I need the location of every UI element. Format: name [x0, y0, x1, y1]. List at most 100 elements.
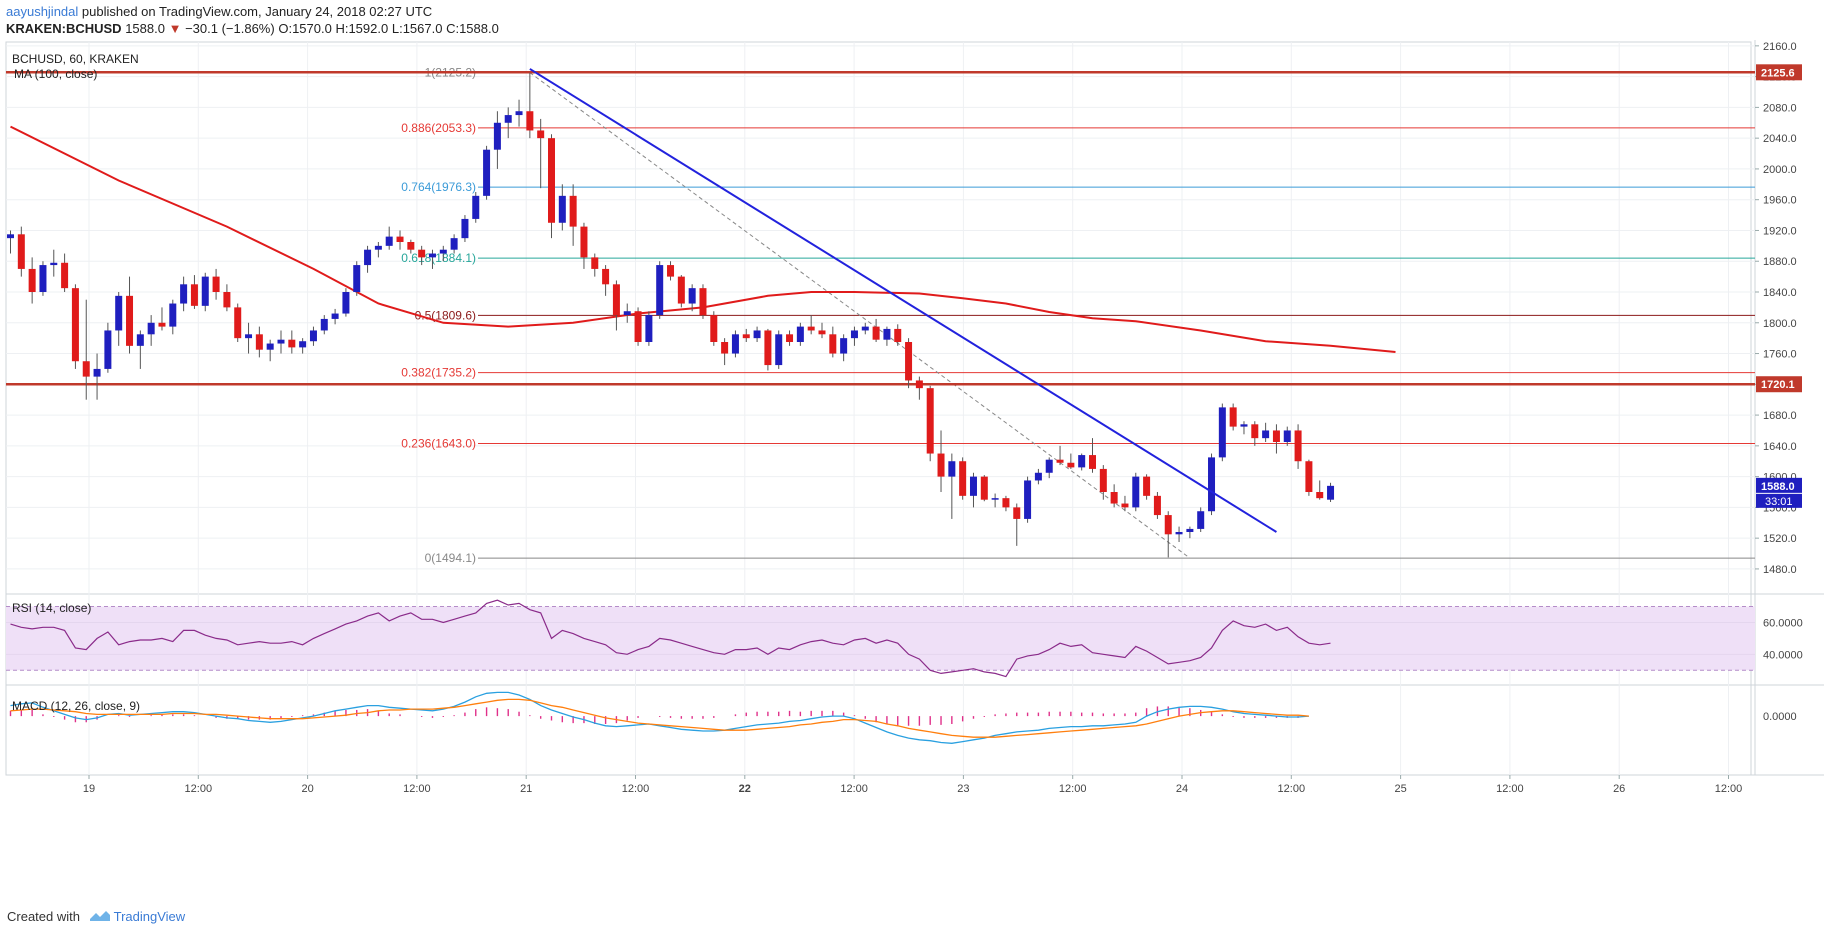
- fib-level-label: 0.886(2053.3): [401, 121, 476, 135]
- candle-body: [667, 265, 675, 277]
- candle-body: [591, 257, 599, 269]
- candle: [234, 303, 242, 342]
- candle: [558, 184, 566, 231]
- candle-body: [656, 265, 664, 316]
- candle-body: [1045, 459, 1053, 473]
- y-tick-label: 1840.0: [1763, 287, 1797, 299]
- candle-body: [840, 338, 848, 354]
- candle: [1283, 426, 1291, 446]
- candle: [807, 315, 815, 335]
- tradingview-logo-icon: [89, 911, 110, 921]
- chart-canvas[interactable]: 19 12:00 20 12:00 21 12:00 22 12:00 23 12:00 24 12:…: [0, 40, 1824, 896]
- candle: [331, 308, 339, 325]
- candle-body: [309, 330, 317, 342]
- candle-body: [190, 284, 198, 306]
- candle-body: [677, 276, 685, 304]
- candle: [742, 328, 750, 342]
- x-tick-label: 12:00: [1715, 783, 1743, 795]
- trend-line: [529, 68, 1277, 533]
- candle: [688, 284, 696, 312]
- candle-body: [926, 388, 934, 454]
- candle: [180, 276, 188, 312]
- candle-body: [1034, 472, 1042, 481]
- candle: [1056, 445, 1064, 466]
- candle: [753, 326, 761, 342]
- author-link[interactable]: aayushjindal: [6, 4, 79, 19]
- candle-body: [288, 339, 296, 348]
- candle: [1316, 480, 1324, 500]
- candle-body: [1294, 430, 1302, 462]
- key-level-badge-text: 2125.6: [1761, 67, 1795, 79]
- candle-body: [796, 326, 804, 342]
- fib-level-label: 0.382(1735.2): [401, 366, 476, 380]
- candle: [1186, 526, 1194, 539]
- candle-body: [39, 265, 47, 292]
- candle-body: [1240, 424, 1248, 427]
- created-with: Created with: [7, 909, 80, 924]
- candle-body: [710, 315, 718, 342]
- candle: [1132, 472, 1140, 512]
- candle-body: [1262, 430, 1270, 439]
- fib-diagonal: [529, 72, 1191, 559]
- candle-body: [1132, 476, 1140, 508]
- candle: [612, 280, 620, 331]
- candle-body: [266, 343, 274, 350]
- candle: [472, 192, 480, 223]
- candle: [710, 311, 718, 346]
- x-tick-label: 24: [1176, 783, 1188, 795]
- candle-body: [1283, 430, 1291, 442]
- candle: [126, 276, 134, 354]
- candle: [569, 184, 577, 246]
- candle: [1294, 424, 1302, 469]
- candle-body: [71, 288, 79, 362]
- candle: [212, 268, 220, 300]
- candle: [320, 315, 328, 335]
- candle: [201, 272, 209, 312]
- candle-body: [17, 234, 25, 269]
- price-badge: [1756, 477, 1802, 493]
- candle-body: [353, 265, 361, 292]
- candle: [948, 453, 956, 519]
- candle-body: [255, 334, 263, 350]
- candle: [1218, 403, 1226, 462]
- candle-body: [1316, 492, 1324, 499]
- candle: [245, 322, 253, 354]
- brand-name[interactable]: TradingView: [113, 909, 186, 924]
- candle-body: [158, 322, 166, 327]
- candle-body: [1175, 532, 1183, 535]
- candle: [580, 222, 588, 269]
- low-label: L:: [391, 21, 403, 36]
- y-tick-label: 2000.0: [1763, 164, 1797, 176]
- x-tick-label: 12:00: [622, 783, 650, 795]
- candle: [483, 145, 491, 200]
- x-tick-label: 20: [301, 783, 313, 795]
- candle: [342, 288, 350, 317]
- candle-body: [1099, 468, 1107, 492]
- candle-body: [786, 334, 794, 342]
- chart-title: BCHUSD, 60, KRAKEN: [12, 52, 139, 66]
- change-value: −30.1 (−1.86%): [185, 21, 275, 36]
- candle-body: [418, 249, 426, 258]
- candle: [353, 261, 361, 296]
- candle-body: [277, 339, 285, 344]
- x-tick-label: 19: [83, 783, 95, 795]
- change-arrow: ▼: [168, 21, 182, 36]
- close-value: 1588.0: [459, 21, 499, 36]
- candle: [277, 330, 285, 354]
- fib-level-label: 0.618(1884.1): [401, 251, 476, 265]
- candle: [1229, 403, 1237, 431]
- candle: [407, 239, 415, 254]
- candle: [385, 226, 393, 250]
- y-tick-label: 2160.0: [1763, 41, 1797, 53]
- candle: [969, 472, 977, 508]
- candle-body: [537, 130, 545, 139]
- candle: [255, 326, 263, 358]
- x-tick-label: 12:00: [403, 783, 431, 795]
- candle-body: [731, 334, 739, 354]
- candle-body: [905, 342, 913, 381]
- high-value: 1592.0: [348, 21, 389, 36]
- candle-body: [515, 111, 523, 116]
- x-tick-label: 22: [739, 783, 751, 795]
- candle-body: [1110, 492, 1118, 504]
- candle-body: [699, 288, 707, 316]
